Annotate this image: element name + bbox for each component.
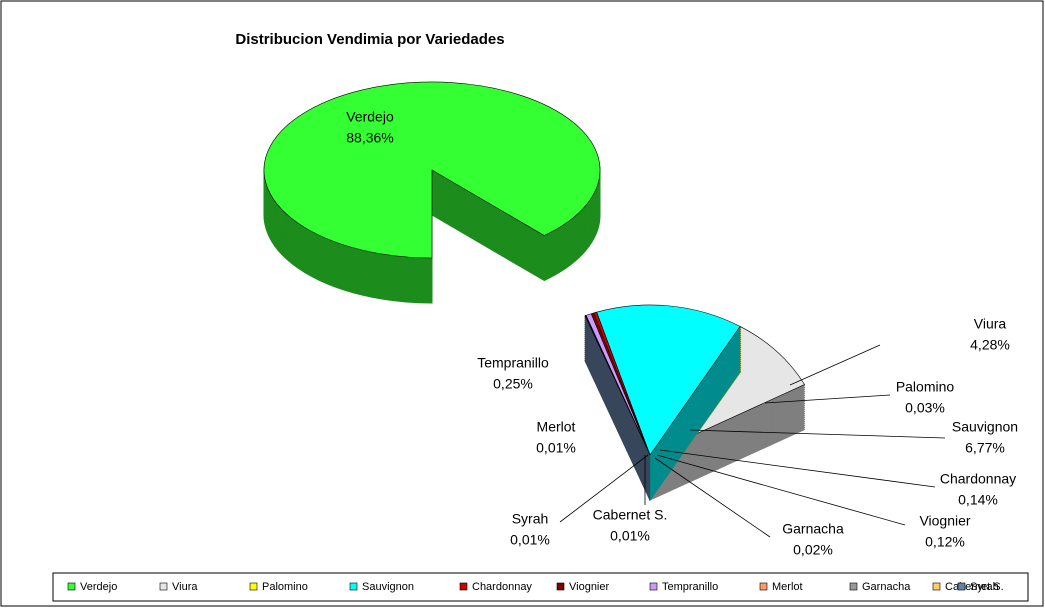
slice-label: Chardonnay xyxy=(940,471,1016,487)
slice-value-label: 0,25% xyxy=(493,376,533,392)
slice-label: Syrah xyxy=(512,511,549,527)
legend-label: Viura xyxy=(172,581,198,593)
leader-line xyxy=(559,454,649,523)
legend-swatch xyxy=(249,582,258,591)
slice xyxy=(263,81,601,259)
legend-swatch xyxy=(556,582,565,591)
slice-label: Viognier xyxy=(919,513,970,529)
legend-label: Chardonnay xyxy=(472,581,532,593)
slice-label: Sauvignon xyxy=(952,419,1018,435)
slice-value-label: 4,28% xyxy=(970,337,1010,353)
slice-value-label: 0,03% xyxy=(905,400,945,416)
legend-label: Syrah xyxy=(970,581,999,593)
slice xyxy=(596,304,741,456)
slice-label: Garnacha xyxy=(782,521,844,537)
legend-swatch xyxy=(849,582,858,591)
legend-swatch xyxy=(349,582,358,591)
leader-line xyxy=(789,344,881,386)
legend-swatch xyxy=(67,582,76,591)
leader-line xyxy=(659,449,936,488)
legend-label: Garnacha xyxy=(862,581,911,593)
legend-label: Sauvignon xyxy=(362,581,414,593)
slice-label: Tempranillo xyxy=(477,355,549,371)
legend-swatch xyxy=(649,582,658,591)
legend-swatch xyxy=(459,582,468,591)
legend-label: Palomino xyxy=(262,581,308,593)
legend-box xyxy=(52,572,1029,602)
slice-value-label: 0,02% xyxy=(793,542,833,558)
legend-label: Verdejo xyxy=(80,581,117,593)
legend-swatch xyxy=(159,582,168,591)
slice-value-label: 0,01% xyxy=(536,440,576,456)
leader-line xyxy=(656,454,906,526)
legend-label: Tempranillo xyxy=(662,581,718,593)
legend-swatch xyxy=(759,582,768,591)
slice-label: Palomino xyxy=(896,379,955,395)
slice-label: Merlot xyxy=(537,419,576,435)
legend-swatch xyxy=(957,582,966,591)
leader-line xyxy=(654,457,771,538)
slice-label: Cabernet S. xyxy=(593,507,668,523)
slice-value-label: 0,01% xyxy=(610,528,650,544)
slice-label: Verdejo xyxy=(346,109,394,125)
legend-swatch xyxy=(932,582,941,591)
leader-line xyxy=(764,394,891,404)
slice-value-label: 0,12% xyxy=(925,534,965,550)
slice xyxy=(584,315,651,456)
slice-value-label: 0,14% xyxy=(958,492,998,508)
legend-label: Merlot xyxy=(772,581,803,593)
chart-title: Distribucion Vendimia por Variedades xyxy=(235,31,504,48)
slice-side xyxy=(584,316,651,501)
legend-label: Viognier xyxy=(569,581,609,593)
leader-line xyxy=(689,429,946,439)
slice-value-label: 88,36% xyxy=(346,130,393,146)
slice-label: Viura xyxy=(974,316,1007,332)
slice-value-label: 0,01% xyxy=(510,532,550,548)
slice-value-label: 6,77% xyxy=(965,440,1005,456)
